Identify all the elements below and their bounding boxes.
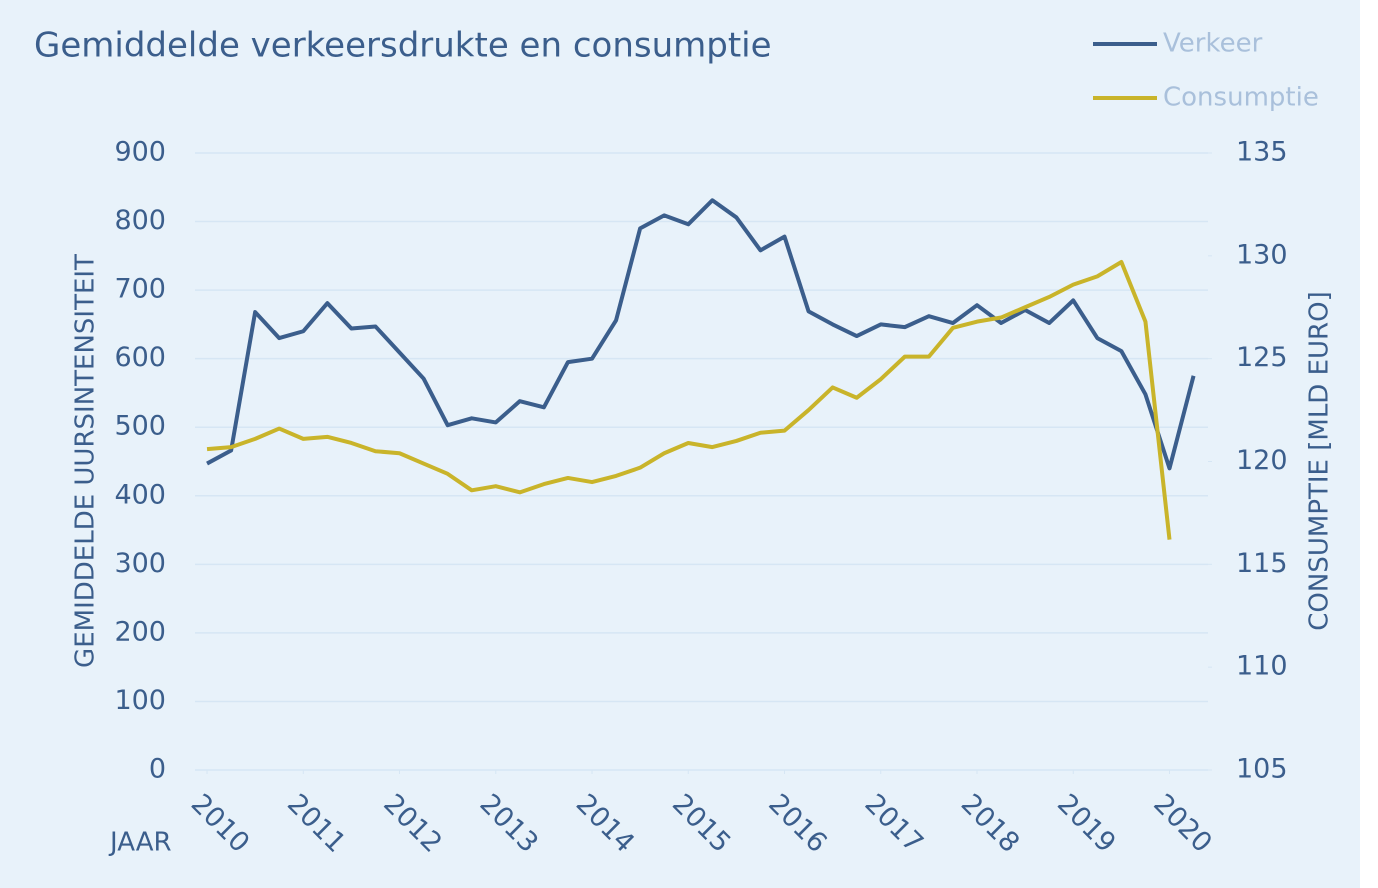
y2-tick-label: 120 bbox=[1236, 445, 1288, 476]
chart-title: Gemiddelde verkeersdrukte en consumptie bbox=[34, 26, 772, 66]
legend-label: Verkeer bbox=[1163, 29, 1263, 59]
line-series bbox=[206, 260, 1172, 540]
y-tick-label: 400 bbox=[114, 479, 166, 510]
line-series bbox=[206, 198, 1196, 471]
y-tick-label: 300 bbox=[114, 548, 166, 579]
y2-tick-label: 110 bbox=[1236, 651, 1288, 682]
y-tick-label: 200 bbox=[114, 616, 166, 647]
y-tick-label: 700 bbox=[114, 274, 166, 305]
y-tick-label: 900 bbox=[114, 137, 166, 168]
y2-tick-label: 105 bbox=[1236, 754, 1288, 785]
y2-tick-label: 135 bbox=[1236, 137, 1288, 168]
y-tick-label: 500 bbox=[114, 411, 166, 442]
legend-label: Consumptie bbox=[1163, 83, 1319, 113]
y-tick-label: 0 bbox=[149, 754, 166, 785]
y2-axis-title: CONSUMPTIE [MLD EURO] bbox=[1305, 291, 1335, 630]
y2-tick-label: 130 bbox=[1236, 239, 1288, 270]
y2-tick-label: 125 bbox=[1236, 342, 1288, 373]
y-tick-label: 800 bbox=[114, 205, 166, 236]
x-axis-title: JAAR bbox=[108, 828, 172, 858]
y-tick-label: 600 bbox=[114, 342, 166, 373]
y-axis-title: GEMIDDELDE UURSINTENSITEIT bbox=[71, 254, 101, 668]
y2-tick-label: 115 bbox=[1236, 548, 1288, 579]
y-tick-label: 100 bbox=[114, 685, 166, 716]
